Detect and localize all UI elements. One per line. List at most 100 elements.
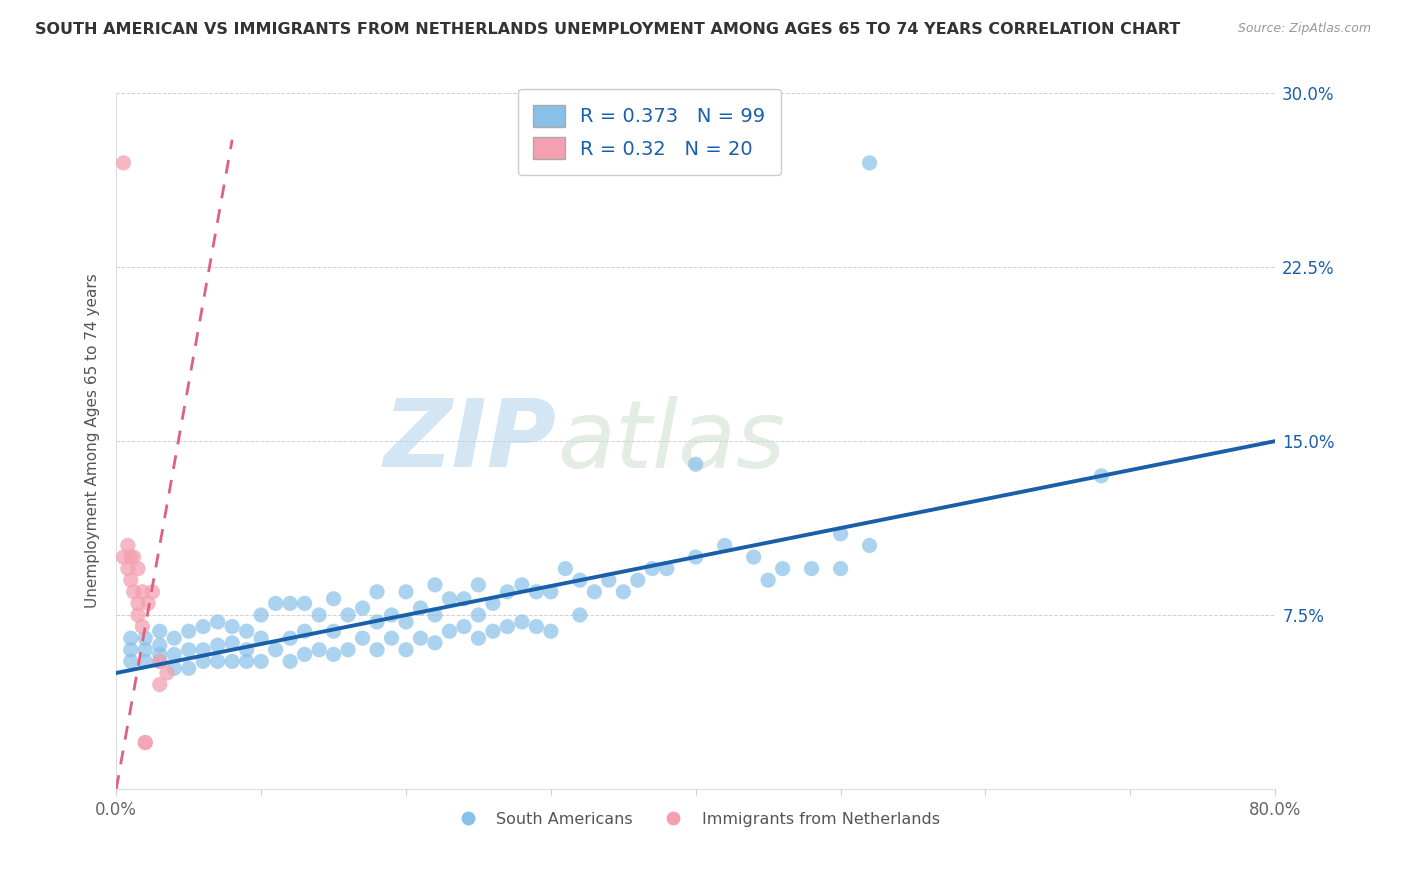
- Point: [136, 596, 159, 610]
- Point: [453, 619, 475, 633]
- Point: [221, 619, 243, 633]
- Point: [858, 538, 880, 552]
- Point: [278, 631, 301, 645]
- Point: [149, 654, 172, 668]
- Point: [583, 584, 606, 599]
- Point: [134, 654, 156, 668]
- Point: [322, 624, 344, 639]
- Text: atlas: atlas: [557, 396, 785, 487]
- Point: [337, 607, 360, 622]
- Point: [467, 578, 489, 592]
- Y-axis label: Unemployment Among Ages 65 to 74 years: Unemployment Among Ages 65 to 74 years: [86, 274, 100, 608]
- Point: [830, 526, 852, 541]
- Point: [380, 631, 402, 645]
- Point: [120, 573, 142, 587]
- Point: [554, 561, 576, 575]
- Point: [612, 584, 634, 599]
- Point: [524, 619, 547, 633]
- Point: [250, 654, 273, 668]
- Point: [221, 654, 243, 668]
- Point: [482, 596, 505, 610]
- Point: [149, 648, 172, 662]
- Point: [467, 631, 489, 645]
- Point: [1090, 469, 1112, 483]
- Point: [131, 619, 153, 633]
- Point: [117, 538, 139, 552]
- Point: [207, 654, 229, 668]
- Point: [322, 648, 344, 662]
- Point: [685, 458, 707, 472]
- Point: [366, 584, 388, 599]
- Point: [127, 596, 149, 610]
- Point: [540, 624, 562, 639]
- Point: [235, 624, 257, 639]
- Point: [568, 573, 591, 587]
- Point: [156, 665, 179, 680]
- Point: [380, 607, 402, 622]
- Legend: South Americans, Immigrants from Netherlands: South Americans, Immigrants from Netherl…: [446, 805, 946, 833]
- Point: [524, 584, 547, 599]
- Text: SOUTH AMERICAN VS IMMIGRANTS FROM NETHERLANDS UNEMPLOYMENT AMONG AGES 65 TO 74 Y: SOUTH AMERICAN VS IMMIGRANTS FROM NETHER…: [35, 22, 1181, 37]
- Point: [122, 549, 145, 564]
- Point: [278, 596, 301, 610]
- Point: [122, 584, 145, 599]
- Point: [149, 654, 172, 668]
- Point: [772, 561, 794, 575]
- Point: [467, 607, 489, 622]
- Point: [112, 549, 135, 564]
- Point: [134, 642, 156, 657]
- Point: [830, 561, 852, 575]
- Point: [423, 578, 446, 592]
- Point: [627, 573, 650, 587]
- Point: [453, 591, 475, 606]
- Point: [278, 654, 301, 668]
- Point: [193, 642, 215, 657]
- Point: [540, 584, 562, 599]
- Point: [163, 631, 186, 645]
- Point: [120, 642, 142, 657]
- Point: [112, 156, 135, 170]
- Point: [496, 584, 519, 599]
- Point: [423, 636, 446, 650]
- Point: [120, 549, 142, 564]
- Point: [117, 561, 139, 575]
- Point: [337, 642, 360, 657]
- Point: [308, 607, 330, 622]
- Point: [685, 549, 707, 564]
- Point: [149, 677, 172, 691]
- Point: [134, 735, 156, 749]
- Point: [395, 615, 418, 629]
- Point: [193, 654, 215, 668]
- Point: [127, 561, 149, 575]
- Point: [207, 615, 229, 629]
- Point: [800, 561, 823, 575]
- Point: [134, 735, 156, 749]
- Point: [395, 642, 418, 657]
- Point: [235, 642, 257, 657]
- Point: [423, 607, 446, 622]
- Point: [510, 615, 533, 629]
- Point: [409, 631, 432, 645]
- Point: [322, 591, 344, 606]
- Point: [858, 156, 880, 170]
- Point: [177, 624, 200, 639]
- Point: [294, 648, 316, 662]
- Point: [134, 631, 156, 645]
- Point: [250, 607, 273, 622]
- Point: [294, 596, 316, 610]
- Point: [149, 638, 172, 652]
- Point: [598, 573, 620, 587]
- Point: [366, 642, 388, 657]
- Point: [120, 631, 142, 645]
- Point: [221, 636, 243, 650]
- Point: [163, 648, 186, 662]
- Point: [294, 624, 316, 639]
- Text: ZIP: ZIP: [384, 395, 557, 487]
- Point: [177, 642, 200, 657]
- Point: [141, 584, 163, 599]
- Point: [568, 607, 591, 622]
- Point: [439, 591, 461, 606]
- Point: [510, 578, 533, 592]
- Point: [655, 561, 678, 575]
- Point: [352, 631, 374, 645]
